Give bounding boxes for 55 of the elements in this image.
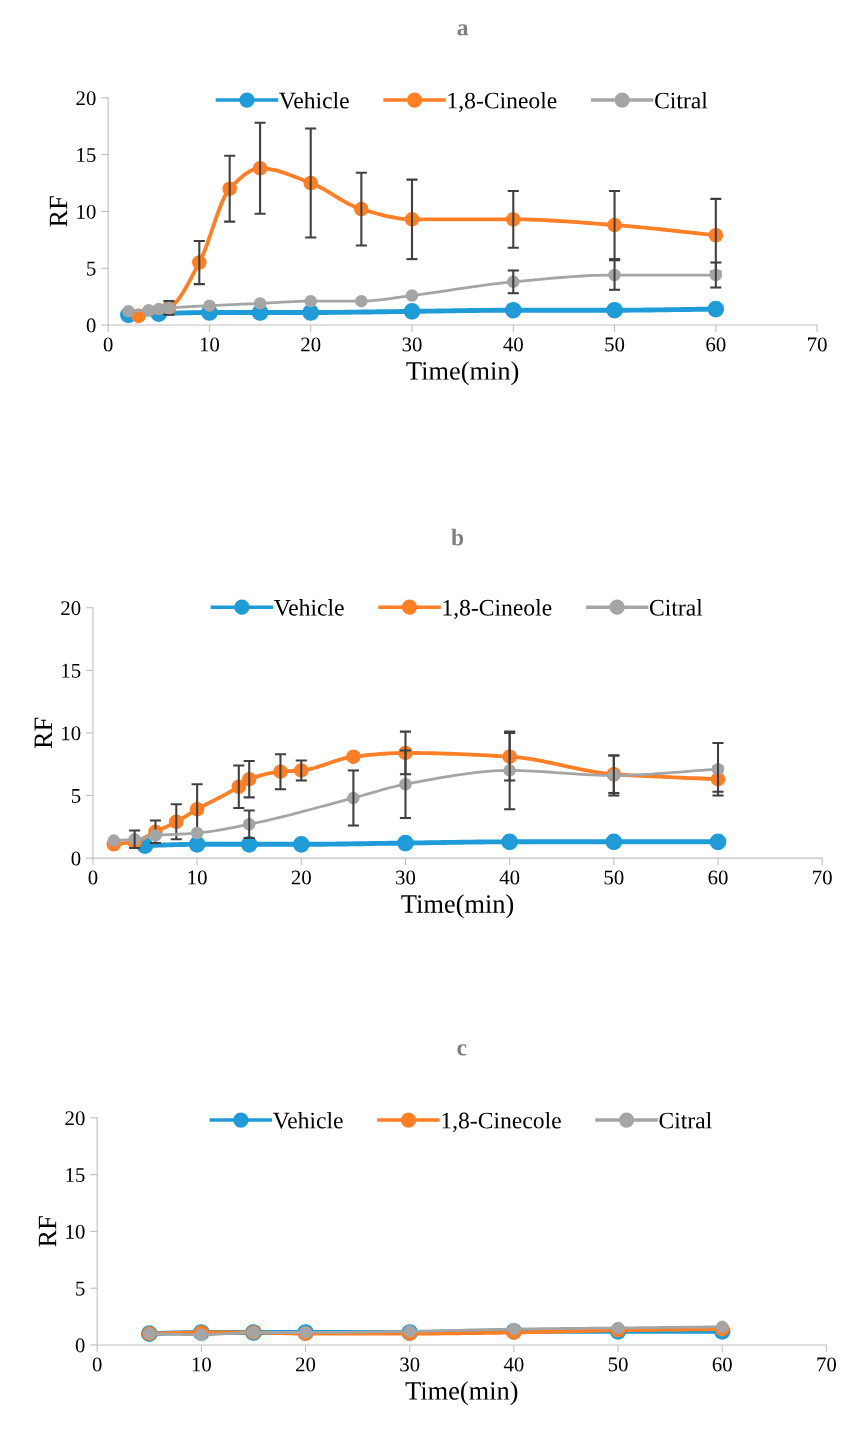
y-tick-label: 20 <box>76 91 96 106</box>
legend-label: 1,8-Cineole <box>443 599 552 620</box>
y-tick-label: 15 <box>66 1168 85 1183</box>
legend-label: Vehicle <box>274 599 344 616</box>
y-tick-label: 10 <box>66 1224 85 1239</box>
y-tick-label: 5 <box>76 1281 85 1296</box>
legend-label: Vehicle <box>279 91 349 109</box>
x-tick-label: 30 <box>402 337 422 352</box>
y-tick-label: 20 <box>61 601 81 616</box>
x-tick-label: 50 <box>605 337 625 352</box>
x-axis-title: Time(min) <box>401 894 514 919</box>
chart-title: b <box>451 528 464 546</box>
legend-label: Vehicle <box>273 1111 343 1129</box>
x-tick-label: 20 <box>296 1357 316 1372</box>
x-tick-label: 40 <box>503 1357 524 1372</box>
x-tick-label: 30 <box>396 870 416 885</box>
legend-label: Citral <box>659 1111 712 1129</box>
y-axis-title: RF <box>49 196 68 227</box>
x-axis-title: Time(min) <box>406 361 519 386</box>
y-tick-label: 10 <box>77 204 96 219</box>
x-axis-title: Time(min) <box>405 1381 518 1406</box>
y-tick-label: 10 <box>62 726 81 741</box>
x-tick-label: 10 <box>200 337 220 352</box>
chart-title: a <box>457 24 469 36</box>
y-tick-label: 15 <box>77 148 96 163</box>
y-tick-label: 5 <box>71 789 81 803</box>
x-tick-label: 0 <box>103 337 113 352</box>
x-tick-label: 40 <box>503 337 523 352</box>
y-tick-label: 0 <box>75 1338 85 1353</box>
legend-label: 1,8-Cineole <box>448 91 557 112</box>
chart-title: c <box>457 1044 467 1056</box>
x-tick-label: 60 <box>708 870 728 885</box>
y-tick-label: 20 <box>65 1111 85 1126</box>
x-tick-label: 50 <box>604 870 624 885</box>
x-tick-label: 10 <box>192 1357 211 1372</box>
x-tick-label: 60 <box>712 1357 732 1372</box>
legend-label: Citral <box>655 91 708 109</box>
x-tick-label: 60 <box>706 337 726 352</box>
y-tick-label: 15 <box>62 663 81 678</box>
y-tick-label: 0 <box>86 318 96 333</box>
x-tick-label: 70 <box>813 870 832 885</box>
x-tick-label: 40 <box>499 870 520 885</box>
legend-label: 1,8-Cinecole <box>442 1111 561 1132</box>
y-axis-title: RF <box>38 1216 57 1247</box>
y-tick-label: 0 <box>71 851 81 866</box>
x-tick-label: 10 <box>188 870 207 885</box>
y-tick-label: 5 <box>87 261 96 276</box>
x-tick-label: 70 <box>808 337 827 352</box>
x-tick-label: 70 <box>817 1357 837 1372</box>
y-axis-title: RF <box>34 717 52 749</box>
x-tick-label: 20 <box>301 337 321 352</box>
x-tick-label: 30 <box>400 1357 420 1372</box>
x-tick-label: 20 <box>291 870 311 885</box>
legend-label: Citral <box>649 599 703 616</box>
x-tick-label: 50 <box>608 1357 628 1372</box>
